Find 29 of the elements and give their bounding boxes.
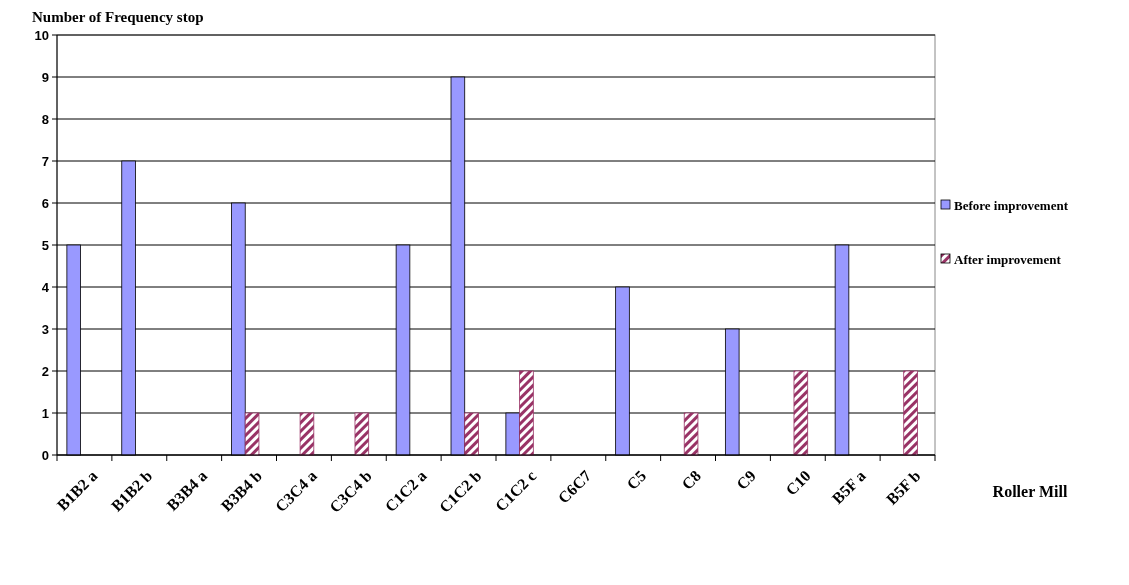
y-tick-label: 7 bbox=[41, 153, 49, 169]
bar bbox=[464, 412, 479, 456]
bar bbox=[903, 370, 918, 456]
x-tick-label: C10 bbox=[782, 467, 814, 499]
y-tick-label: 8 bbox=[41, 111, 49, 127]
bar bbox=[354, 412, 370, 456]
x-tick-label: C9 bbox=[733, 467, 759, 493]
legend-label: After improvement bbox=[954, 251, 1062, 267]
bar bbox=[519, 370, 534, 456]
y-tick-label: 1 bbox=[41, 405, 49, 421]
x-tick-label: C8 bbox=[678, 467, 705, 493]
y-tick-label: 6 bbox=[41, 195, 49, 211]
y-tick-label: 3 bbox=[41, 321, 49, 337]
legend-label: Before improvement bbox=[954, 197, 1069, 213]
x-axis-title: Roller Mill bbox=[992, 483, 1068, 500]
y-tick-label: 0 bbox=[41, 447, 49, 463]
x-tick-label: C5 bbox=[623, 467, 650, 493]
y-tick-label: 10 bbox=[34, 27, 49, 43]
x-tick-label: B5F a bbox=[828, 467, 869, 508]
bar bbox=[299, 412, 315, 456]
y-tick-label: 5 bbox=[41, 237, 49, 253]
chart-title: Number of Frequency stop bbox=[32, 9, 204, 25]
bar bbox=[793, 370, 809, 456]
y-tick-label: 4 bbox=[41, 279, 50, 295]
bar bbox=[244, 412, 260, 456]
x-tick-label: B5F b bbox=[882, 466, 924, 508]
y-tick-label: 2 bbox=[41, 363, 49, 379]
bar bbox=[683, 412, 699, 456]
y-tick-label: 9 bbox=[41, 69, 49, 85]
